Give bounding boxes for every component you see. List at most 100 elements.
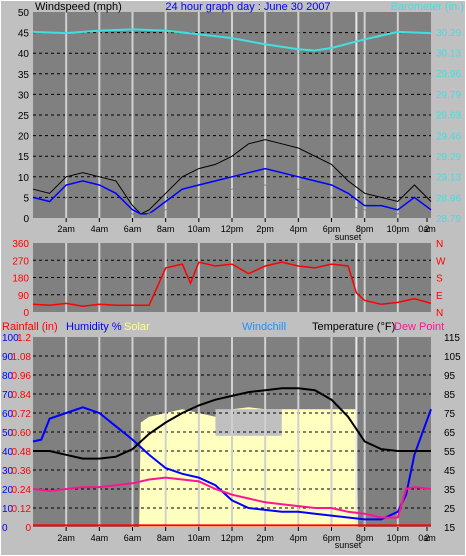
temperature-tick: 15 xyxy=(444,523,456,534)
x-tick-label: 6pm xyxy=(323,533,341,543)
compass-tick: W xyxy=(436,256,446,267)
legend-humidity: Humidity % xyxy=(66,321,122,333)
rainfall-tick: 1.08 xyxy=(12,352,32,363)
temperature-tick: 115 xyxy=(444,333,460,344)
direction-tick: 180 xyxy=(12,274,29,285)
x-tick-label: 12pm xyxy=(221,224,244,234)
rainfall-tick: 0.48 xyxy=(12,447,32,458)
windspeed-tick: 5 xyxy=(23,193,29,204)
x-tick-label: 10am xyxy=(188,533,211,543)
dewpoint-line xyxy=(32,476,432,519)
x-tick-label: 2 xyxy=(424,533,429,543)
speed-line xyxy=(32,167,432,215)
temperature-tick: 105 xyxy=(444,352,461,363)
windspeed-tick: 30 xyxy=(18,90,30,101)
windspeed-tick: 15 xyxy=(18,152,30,163)
solar-shadow xyxy=(215,409,282,436)
wind-sunset-label: sunset xyxy=(335,232,362,242)
solar-fill xyxy=(139,407,358,527)
humidity-tick: 20 xyxy=(2,485,14,496)
temperature-tick: 75 xyxy=(444,409,456,420)
x-tick-label: 10pm xyxy=(387,533,410,543)
rainfall-tick: 0.12 xyxy=(12,504,32,515)
barometer-tick: 29.29 xyxy=(436,152,461,163)
windspeed-tick: 20 xyxy=(18,132,30,143)
compass-tick: S xyxy=(436,274,443,285)
x-tick-label: 2pm xyxy=(256,533,274,543)
compass-tick: E xyxy=(436,291,443,302)
temperature-tick: 55 xyxy=(444,447,456,458)
windspeed-axis-label: Windspeed (mph) xyxy=(35,1,122,13)
humidity-tick: 60 xyxy=(2,409,14,420)
direction-tick: 360 xyxy=(12,239,29,250)
gust-line xyxy=(32,139,432,215)
wind-y-ticks: 0 5 10 15 20 25 30 35 40 45 50 xyxy=(18,8,30,225)
rainfall-tick: 0.24 xyxy=(12,485,32,496)
x-tick-label: 8pm xyxy=(356,224,374,234)
humidity-tick: 0 xyxy=(2,523,8,534)
barometer-tick: 30.13 xyxy=(436,49,461,60)
humidity-tick: 100 xyxy=(2,333,19,344)
x-tick-label: 6pm xyxy=(323,224,341,234)
humidity-tick: 80 xyxy=(2,371,14,382)
legend-temperature: Temperature (°F) xyxy=(312,321,395,333)
barometer-ticks: 28.79 28.96 29.13 29.29 29.46 29.63 29.79 29.96… xyxy=(436,28,461,225)
windspeed-tick: 40 xyxy=(18,49,30,60)
windspeed-tick: 25 xyxy=(18,111,30,122)
x-tick-label: 4pm xyxy=(290,533,308,543)
barometer-axis-label: Barometer (in.) xyxy=(391,1,464,13)
humidity-tick: 70 xyxy=(2,390,14,401)
barometer-tick: 28.96 xyxy=(436,193,461,204)
x-tick-label: 6am xyxy=(124,224,142,234)
rainfall-tick: 0.72 xyxy=(12,409,32,420)
temperature-tick: 45 xyxy=(444,466,456,477)
direction-tick: 90 xyxy=(18,291,30,302)
direction-tick: 270 xyxy=(12,256,29,267)
rainfall-tick: 0.36 xyxy=(12,466,32,477)
humidity-tick: 30 xyxy=(2,466,14,477)
rainfall-tick: 0 xyxy=(25,523,31,534)
windspeed-tick: 10 xyxy=(18,173,30,184)
barometer-tick: 30.29 xyxy=(436,28,461,39)
x-tick-label: 4am xyxy=(91,533,109,543)
avg-line xyxy=(32,184,432,219)
legend-rainfall: Rainfall (in) xyxy=(2,321,58,333)
rainfall-tick: 0.96 xyxy=(12,371,32,382)
direction-line xyxy=(32,261,432,308)
x-tick-label: 0am xyxy=(418,533,436,543)
x-tick-label: 8am xyxy=(157,533,175,543)
rainfall-tick: 0.84 xyxy=(12,390,32,401)
temperature-series xyxy=(32,387,432,527)
x-tick-label: 0am xyxy=(418,224,436,234)
direction-tick: 0 xyxy=(23,308,29,319)
humidity-tick: 50 xyxy=(2,428,14,439)
humidity-ticks: 0 10 20 30 40 50 60 70 80 90 100 xyxy=(2,333,19,534)
windspeed-tick: 45 xyxy=(18,29,30,40)
temperature-panel: 0 10 20 30 40 50 60 70 80 90 100 0 0.12 0.24 0.36 0.48… xyxy=(2,321,461,550)
x-tick-label: 2 xyxy=(424,224,429,234)
x-tick-label: 2am xyxy=(57,224,75,234)
wind-series xyxy=(32,28,432,219)
temperature-tick: 35 xyxy=(444,485,456,496)
barometer-tick: 28.79 xyxy=(436,214,461,225)
x-tick-label: 8pm xyxy=(356,533,374,543)
chart-title: 24 hour graph day : June 30 2007 xyxy=(165,1,330,13)
windspeed-tick: 0 xyxy=(23,214,29,225)
temperature-line xyxy=(33,387,431,460)
barometer-line xyxy=(32,28,432,52)
direction-y-ticks: 0 90 180 270 360 xyxy=(12,239,29,319)
barometer-tick: 29.46 xyxy=(436,131,461,142)
humidity-tick: 10 xyxy=(2,504,14,515)
wind-grid xyxy=(33,12,431,218)
direction-grid xyxy=(33,243,431,312)
x-tick-label: 4am xyxy=(91,224,109,234)
windspeed-tick: 50 xyxy=(18,8,30,19)
temperature-tick: 65 xyxy=(444,428,456,439)
temperature-sunset-label: sunset xyxy=(335,540,362,550)
x-tick-label: 12pm xyxy=(221,533,244,543)
